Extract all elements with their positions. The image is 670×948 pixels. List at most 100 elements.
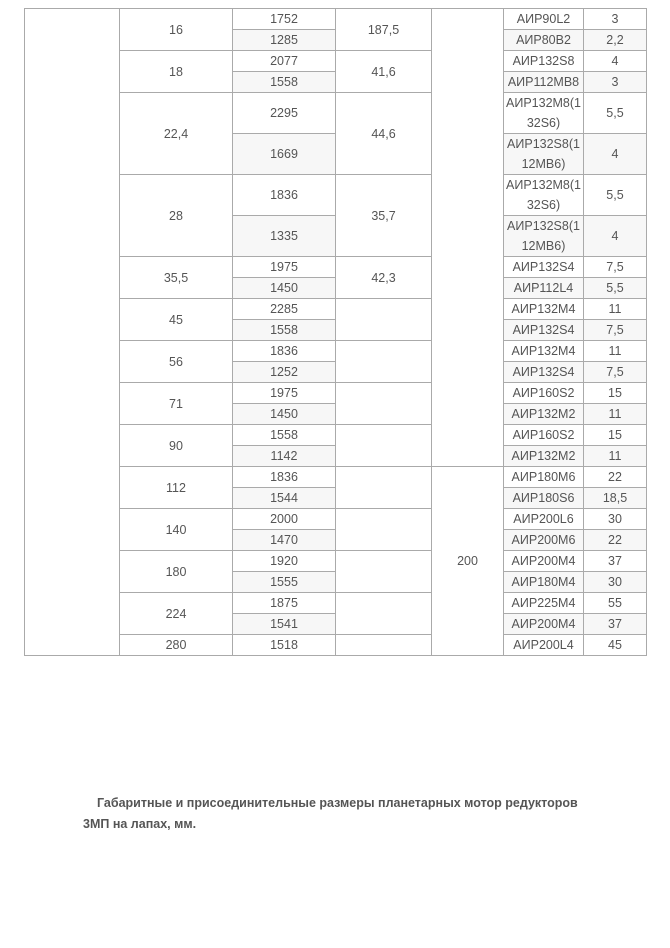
- motor-model-cell: АИР80B2: [503, 29, 584, 51]
- motor-model-cell: АИР132M2: [503, 403, 584, 425]
- table-row: 180 1920 АИР200M4 37: [25, 550, 647, 593]
- power-cell: 3: [583, 8, 647, 30]
- table-row: 1285 АИР80B2 2,2: [25, 29, 647, 51]
- gear-ratio-cell: 112: [119, 466, 233, 509]
- power-cell: 3: [583, 71, 647, 93]
- power-cell: 18,5: [583, 487, 647, 509]
- torque-cell: [335, 424, 432, 467]
- rpm-cell: 1142: [232, 445, 336, 467]
- motor-model-cell: АИР132S4: [503, 319, 584, 341]
- power-cell: 22: [583, 466, 647, 488]
- power-cell: 37: [583, 550, 647, 572]
- gear-ratio-cell: 90: [119, 424, 233, 467]
- rpm-cell: 1285: [232, 29, 336, 51]
- motor-model-cell: АИР200M4: [503, 550, 584, 572]
- power-cell: 45: [583, 634, 647, 656]
- torque-cell: 187,5: [335, 8, 432, 51]
- power-cell: 2,2: [583, 29, 647, 51]
- gear-ratio-cell: 180: [119, 550, 233, 593]
- motor-model-cell: АИР132M4: [503, 298, 584, 320]
- blank-column-cell: [24, 8, 120, 656]
- table-row: 1555 АИР180M4 30: [25, 571, 647, 593]
- motor-model-cell: АИР200L6: [503, 508, 584, 530]
- rpm-cell: 1541: [232, 613, 336, 635]
- gear-ratio-cell: 28: [119, 174, 233, 257]
- shared-size-cell: [431, 8, 504, 467]
- power-cell: 5,5: [583, 277, 647, 299]
- power-cell: 4: [583, 133, 647, 175]
- power-cell: 55: [583, 592, 647, 614]
- table-row: 22,4 2295 44,6 АИР132M8(132S6) 5,5: [25, 92, 647, 175]
- motor-reducer-table: 16 1752 187,5 АИР90L2 3 1285 АИР80B2 2,2 18 2077 4…: [24, 8, 647, 656]
- table-row: 1669 АИР132S8(112MB6) 4: [25, 133, 647, 175]
- gear-ratio-cell: 22,4: [119, 92, 233, 175]
- gear-ratio-cell: 140: [119, 508, 233, 551]
- power-cell: 5,5: [583, 174, 647, 216]
- motor-model-cell: АИР132S8(112MB6): [503, 133, 584, 175]
- rpm-cell: 1875: [232, 592, 336, 614]
- motor-model-cell: АИР132M8(132S6): [503, 92, 584, 134]
- rpm-cell: 1669: [232, 133, 336, 175]
- table-row: 56 1836 АИР132M4 11: [25, 340, 647, 383]
- torque-cell: 42,3: [335, 256, 432, 299]
- rpm-cell: 2285: [232, 298, 336, 320]
- gear-ratio-cell: 18: [119, 50, 233, 93]
- power-cell: 22: [583, 529, 647, 551]
- motor-model-cell: АИР112L4: [503, 277, 584, 299]
- motor-model-cell: АИР180S6: [503, 487, 584, 509]
- table-row: 71 1975 АИР160S2 15: [25, 382, 647, 425]
- rpm-cell: 1558: [232, 424, 336, 446]
- motor-model-cell: АИР132M4: [503, 340, 584, 362]
- table-row: 280 1518 АИР200L4 45: [25, 634, 647, 656]
- power-cell: 15: [583, 382, 647, 404]
- rpm-cell: 2295: [232, 92, 336, 134]
- table-row: 1335 АИР132S8(112MB6) 4: [25, 215, 647, 257]
- rpm-cell: 1558: [232, 71, 336, 93]
- power-cell: 30: [583, 508, 647, 530]
- rpm-cell: 1975: [232, 256, 336, 278]
- motor-model-cell: АИР225M4: [503, 592, 584, 614]
- torque-cell: 41,6: [335, 50, 432, 93]
- motor-model-cell: АИР132M2: [503, 445, 584, 467]
- gear-ratio-cell: 71: [119, 382, 233, 425]
- power-cell: 11: [583, 298, 647, 320]
- table-row: 1558 АИР112MB8 3: [25, 71, 647, 93]
- power-cell: 11: [583, 445, 647, 467]
- rpm-cell: 1836: [232, 466, 336, 488]
- motor-model-cell: АИР112MB8: [503, 71, 584, 93]
- power-cell: 7,5: [583, 319, 647, 341]
- gear-ratio-cell: 45: [119, 298, 233, 341]
- torque-cell: 44,6: [335, 92, 432, 175]
- table-row: 112 1836 200 АИР180M6 22: [25, 466, 647, 656]
- motor-model-cell: АИР180M4: [503, 571, 584, 593]
- motor-model-cell: АИР132S4: [503, 256, 584, 278]
- rpm-cell: 1555: [232, 571, 336, 593]
- torque-cell: [335, 382, 432, 425]
- torque-cell: 35,7: [335, 174, 432, 257]
- shared-size-cell: 200: [431, 466, 504, 656]
- gear-ratio-cell: 56: [119, 340, 233, 383]
- motor-model-cell: АИР160S2: [503, 424, 584, 446]
- power-cell: 11: [583, 340, 647, 362]
- rpm-cell: 1518: [232, 634, 336, 656]
- torque-cell: [335, 298, 432, 341]
- power-cell: 15: [583, 424, 647, 446]
- power-cell: 37: [583, 613, 647, 635]
- rpm-cell: 1470: [232, 529, 336, 551]
- motor-model-cell: АИР180M6: [503, 466, 584, 488]
- rpm-cell: 2077: [232, 50, 336, 72]
- caption-line-1: Габаритные и присоединительные размеры п…: [97, 796, 578, 810]
- table-row: 1252 АИР132S4 7,5: [25, 361, 647, 383]
- gear-ratio-cell: 16: [119, 8, 233, 51]
- caption-line-2: 3МП на лапах, мм.: [83, 817, 197, 831]
- motor-model-cell: АИР200M6: [503, 529, 584, 551]
- rpm-cell: 1252: [232, 361, 336, 383]
- torque-cell: [335, 508, 432, 551]
- motor-model-cell: АИР200M4: [503, 613, 584, 635]
- table-row: 140 2000 АИР200L6 30: [25, 508, 647, 551]
- rpm-cell: 1975: [232, 382, 336, 404]
- table-row: 16 1752 187,5 АИР90L2 3: [24, 8, 647, 656]
- motor-model-cell: АИР90L2: [503, 8, 584, 30]
- rpm-cell: 1544: [232, 487, 336, 509]
- table-row: 224 1875 АИР225M4 55: [25, 592, 647, 635]
